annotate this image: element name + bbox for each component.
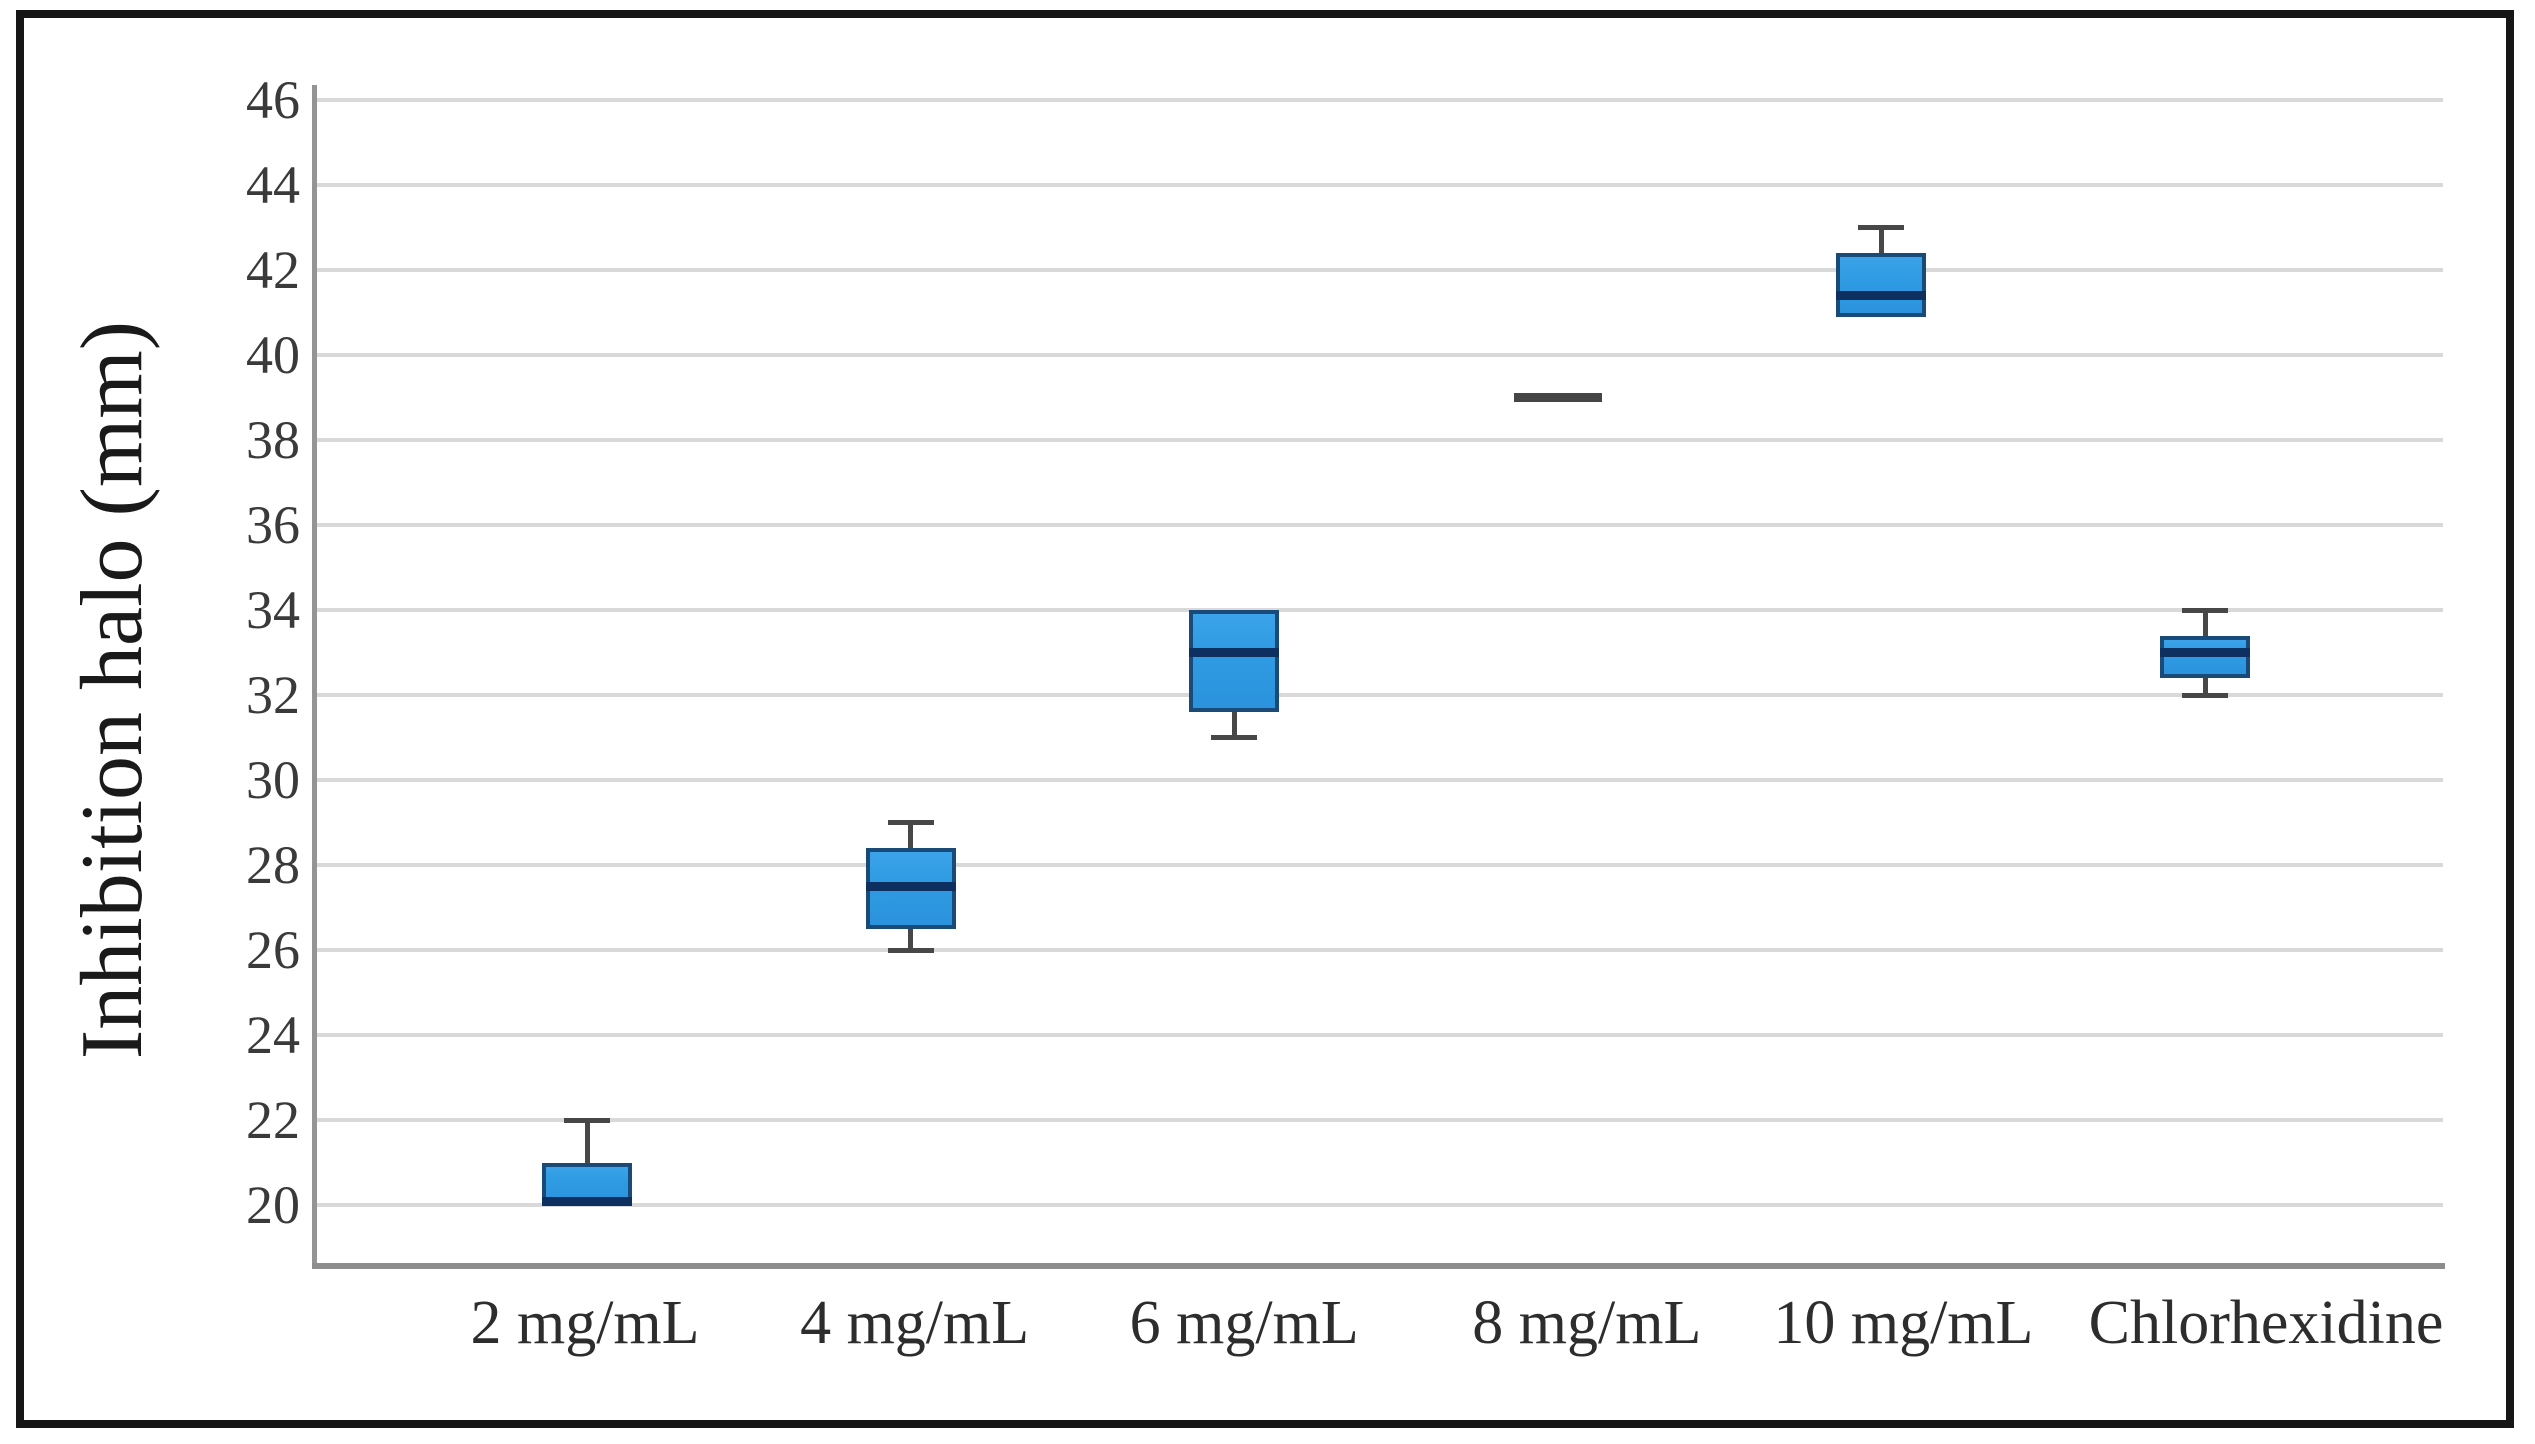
y-axis-tick-label: 40 xyxy=(246,325,300,386)
y-axis-tick-label: 28 xyxy=(246,835,300,896)
x-axis-category-label: 2 mg/mL xyxy=(470,1289,700,1357)
gridline xyxy=(315,1118,2443,1123)
upper-whisker-cap xyxy=(564,1117,610,1123)
gridline xyxy=(315,1033,2443,1038)
x-axis-category-label: 6 mg/mL xyxy=(1129,1289,1359,1357)
y-axis-tick-label: 34 xyxy=(246,580,300,641)
gridline xyxy=(315,523,2443,528)
median-line xyxy=(542,1196,632,1206)
collapsed-box-median-dash xyxy=(1513,393,1602,403)
gridline xyxy=(315,1203,2443,1208)
x-axis-category-label: 4 mg/mL xyxy=(800,1289,1030,1357)
x-axis-category-label: Chlorhexidine xyxy=(2088,1289,2444,1357)
lower-whisker-cap xyxy=(887,947,934,953)
median-line xyxy=(1836,291,1927,301)
lower-whisker-cap xyxy=(1211,735,1258,741)
y-axis-tick-label: 46 xyxy=(246,70,300,131)
upper-whisker-cap xyxy=(2182,607,2228,613)
lower-whisker-line xyxy=(908,929,914,951)
gridline xyxy=(315,608,2443,613)
gridline xyxy=(315,353,2443,358)
box xyxy=(1836,253,1927,318)
y-axis-title: Inhibition halo (mm) xyxy=(64,320,161,1060)
median-line xyxy=(2160,648,2250,658)
upper-whisker-line xyxy=(1878,227,1884,254)
lower-whisker-line xyxy=(2202,678,2208,696)
gridline xyxy=(315,863,2443,868)
box xyxy=(1189,610,1280,713)
gridline xyxy=(315,693,2443,698)
y-axis-tick-label: 22 xyxy=(246,1090,300,1151)
gridline xyxy=(315,183,2443,188)
y-axis-tick-label: 20 xyxy=(246,1175,300,1236)
x-axis-category-label: 8 mg/mL xyxy=(1472,1289,1702,1357)
median-line xyxy=(1189,648,1280,658)
lower-whisker-cap xyxy=(2182,692,2228,698)
upper-whisker-line xyxy=(584,1120,590,1163)
y-axis-tick-label: 26 xyxy=(246,920,300,981)
gridline xyxy=(315,438,2443,443)
upper-whisker-line xyxy=(908,822,914,849)
x-axis-category-label: 10 mg/mL xyxy=(1773,1289,2034,1357)
y-axis-tick-label: 36 xyxy=(246,495,300,556)
gridline xyxy=(315,778,2443,783)
lower-whisker-line xyxy=(1231,712,1237,738)
y-axis-tick-label: 30 xyxy=(246,750,300,811)
gridline xyxy=(315,268,2443,273)
y-axis-tick-label: 32 xyxy=(246,665,300,726)
x-axis-line xyxy=(312,1263,2445,1269)
median-line xyxy=(865,882,956,892)
y-axis-tick-label: 24 xyxy=(246,1005,300,1066)
y-axis-tick-label: 38 xyxy=(246,410,300,471)
y-axis-line xyxy=(312,85,317,1267)
y-axis-tick-label: 44 xyxy=(246,155,300,216)
upper-whisker-cap xyxy=(887,820,934,826)
gridline xyxy=(315,948,2443,953)
y-axis-tick-label: 42 xyxy=(246,240,300,301)
upper-whisker-line xyxy=(2202,610,2208,636)
upper-whisker-cap xyxy=(1858,225,1905,231)
figure-frame xyxy=(16,10,2514,1428)
gridline xyxy=(315,98,2443,103)
